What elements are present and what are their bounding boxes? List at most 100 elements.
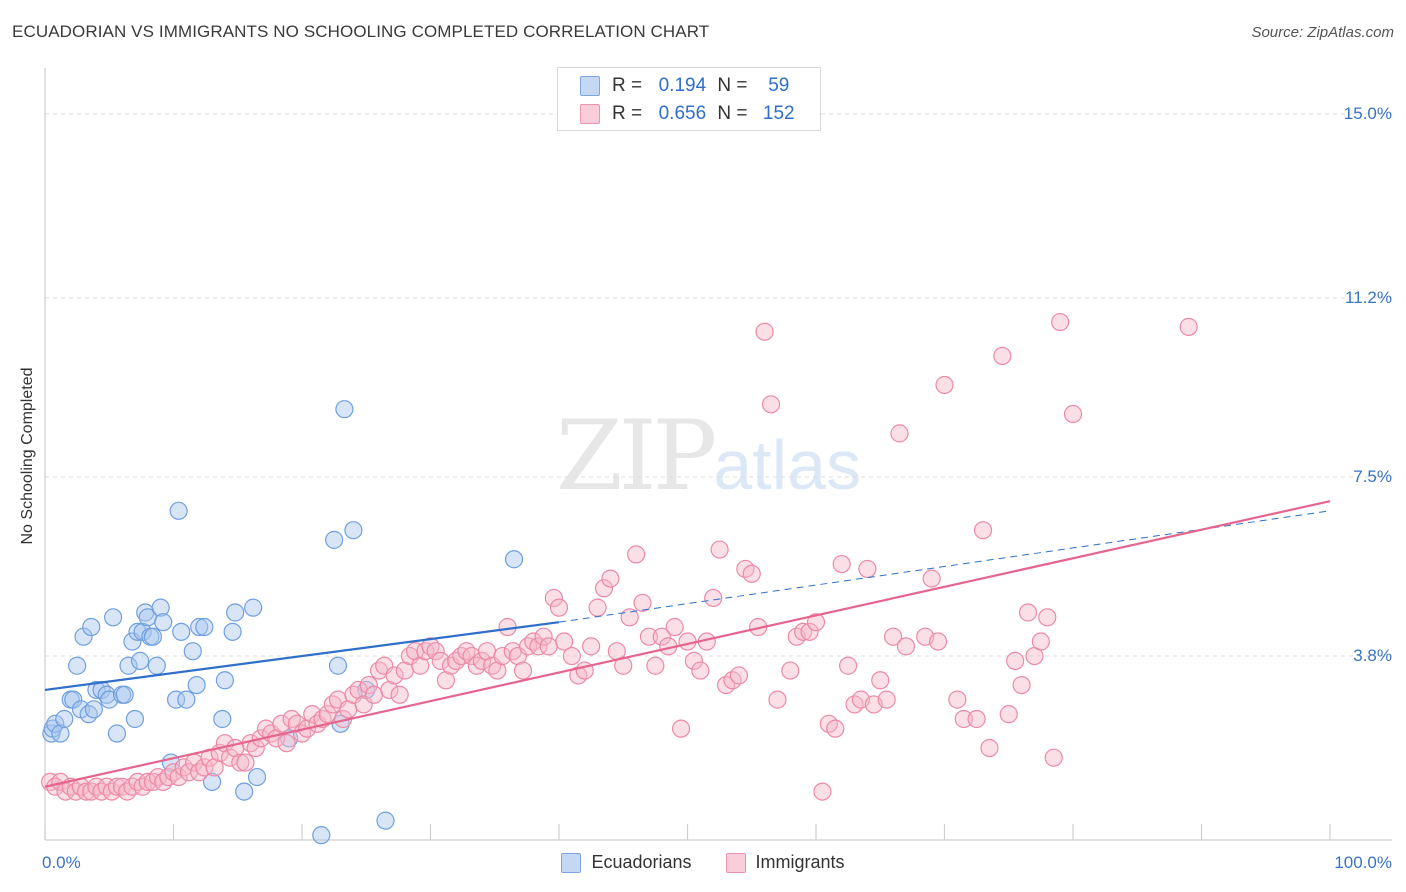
point-immigrants-97: [539, 637, 558, 656]
series-label-immigrants: Immigrants: [755, 852, 845, 872]
point-immigrants-18: [133, 777, 152, 796]
point-ecuadorians-15: [97, 685, 116, 704]
point-immigrants-157: [948, 690, 967, 709]
point-immigrants-160: [973, 521, 993, 540]
series-legend: Ecuadorians Immigrants: [0, 852, 1406, 873]
source-label: Source: ZipAtlas.com: [1251, 24, 1394, 41]
point-ecuadorians-13: [87, 680, 106, 700]
point-ecuadorians-56: [335, 400, 354, 419]
series-swatch-pink: [725, 852, 746, 873]
point-immigrants-46: [277, 734, 296, 753]
point-immigrants-151: [890, 424, 909, 443]
point-immigrants-117: [665, 617, 684, 637]
point-ecuadorians-47: [226, 603, 245, 622]
y-tick-label-1: 7.5%: [1353, 466, 1392, 486]
point-immigrants-132: [761, 395, 781, 414]
point-immigrants-73: [416, 642, 435, 661]
point-ecuadorians-4: [55, 709, 74, 729]
point-immigrants-106: [594, 579, 614, 598]
trend-lines: [44, 500, 1331, 788]
point-immigrants-67: [385, 666, 404, 685]
point-immigrants-98: [544, 588, 563, 608]
point-ecuadorians-11: [82, 617, 101, 637]
point-ecuadorians-30: [143, 627, 163, 646]
point-immigrants-172: [1063, 404, 1083, 424]
point-immigrants-149: [877, 690, 896, 709]
point-ecuadorians-18: [107, 724, 127, 743]
point-ecuadorians-52: [312, 826, 331, 845]
point-immigrants-170: [1044, 748, 1063, 767]
point-immigrants-123: [704, 588, 723, 608]
legend-r-label: R =: [612, 75, 643, 96]
point-immigrants-166: [1018, 603, 1038, 622]
y-tick-label-2: 11.2%: [1345, 287, 1392, 307]
point-ecuadorians-21: [119, 656, 138, 675]
point-immigrants-124: [710, 540, 729, 559]
watermark-atlas: atlas: [713, 426, 862, 504]
point-ecuadorians-37: [172, 622, 191, 641]
point-immigrants-100: [555, 632, 574, 651]
point-immigrants-13: [107, 777, 127, 796]
point-immigrants-158: [954, 709, 973, 729]
data-points: [41, 312, 1198, 845]
trend-immigrants: [44, 500, 1331, 788]
point-immigrants-11: [97, 777, 116, 796]
point-immigrants-101: [562, 646, 581, 666]
x-tick-label-min: 0.0%: [42, 853, 81, 872]
point-immigrants-84: [472, 651, 491, 670]
point-immigrants-88: [493, 646, 512, 666]
point-immigrants-154: [922, 569, 941, 588]
point-immigrants-127: [729, 666, 749, 685]
point-immigrants-120: [684, 651, 704, 670]
series-legend-ecuadorians[interactable]: Ecuadorians: [561, 852, 692, 873]
series-immigrants: [41, 312, 1198, 801]
point-immigrants-121: [691, 661, 710, 680]
point-immigrants-115: [652, 627, 671, 646]
point-immigrants-68: [390, 685, 409, 704]
point-immigrants-7: [77, 782, 96, 801]
point-immigrants-25: [169, 767, 188, 787]
point-immigrants-165: [1012, 675, 1031, 695]
point-immigrants-129: [742, 564, 761, 583]
point-immigrants-134: [781, 661, 800, 680]
point-immigrants-45: [272, 714, 291, 733]
point-ecuadorians-33: [154, 613, 173, 632]
point-immigrants-81: [457, 642, 476, 661]
point-immigrants-19: [138, 772, 157, 792]
point-immigrants-24: [164, 763, 183, 782]
point-immigrants-162: [993, 346, 1012, 366]
point-immigrants-47: [282, 709, 301, 729]
y-tick-label-0: 3.8%: [1353, 646, 1392, 666]
point-ecuadorians-44: [213, 709, 232, 729]
point-immigrants-138: [806, 613, 826, 632]
point-immigrants-131: [755, 322, 774, 341]
point-ecuadorians-42: [195, 617, 214, 637]
point-immigrants-141: [826, 719, 845, 738]
point-ecuadorians-59: [376, 811, 395, 830]
point-immigrants-23: [159, 767, 178, 787]
point-ecuadorians-20: [115, 685, 134, 704]
legend-n-value: 59: [768, 75, 790, 96]
point-immigrants-150: [883, 627, 903, 646]
point-ecuadorians-3: [51, 724, 70, 743]
point-ecuadorians-57: [344, 521, 363, 540]
point-ecuadorians-53: [325, 530, 344, 549]
point-ecuadorians-43: [202, 772, 222, 792]
point-immigrants-155: [928, 632, 948, 651]
point-ecuadorians-7: [68, 656, 87, 675]
point-immigrants-110: [620, 608, 639, 627]
point-ecuadorians-35: [166, 690, 186, 709]
point-immigrants-62: [359, 675, 378, 695]
point-ecuadorians-9: [74, 627, 93, 646]
point-ecuadorians-46: [223, 622, 242, 641]
point-immigrants-107: [601, 569, 620, 588]
series-legend-immigrants[interactable]: Immigrants: [725, 852, 845, 873]
watermark-zip: ZIP: [556, 400, 717, 512]
legend-swatch-blue: [580, 76, 600, 96]
point-ecuadorians-6: [64, 690, 83, 709]
point-immigrants-76: [431, 651, 450, 670]
point-immigrants-143: [839, 656, 858, 675]
x-tick-label-max: 100.0%: [1334, 853, 1392, 872]
point-immigrants-17: [128, 772, 147, 792]
point-immigrants-96: [534, 627, 553, 646]
